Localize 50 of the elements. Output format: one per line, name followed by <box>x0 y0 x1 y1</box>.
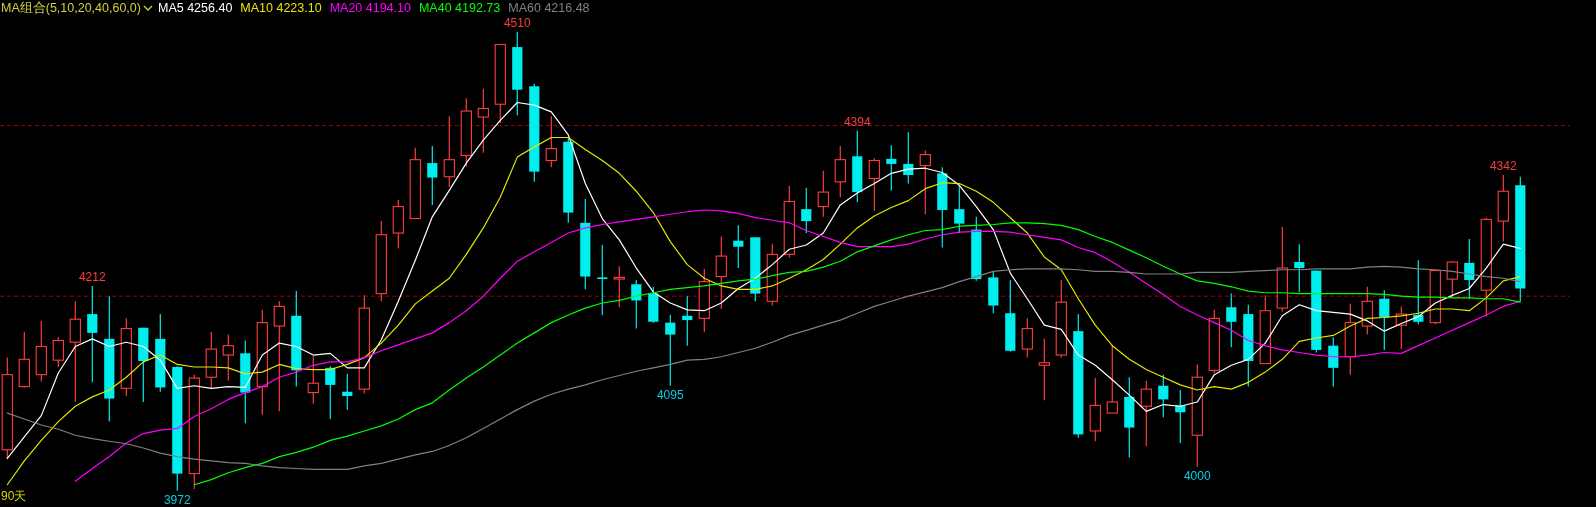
annotation: 4212 <box>78 269 106 284</box>
annotation: 4095 <box>656 387 684 402</box>
text: MA10 4223.10 <box>240 1 322 15</box>
candlestick <box>87 285 98 383</box>
candlestick <box>597 244 608 316</box>
text: MA5 4256.40 <box>157 1 233 15</box>
candlestick <box>733 224 744 269</box>
candlestick <box>817 170 829 218</box>
text: MA40 4192.73 <box>418 1 501 15</box>
annotation: 3972 <box>163 492 191 507</box>
candlestick <box>1158 374 1169 418</box>
candlestick <box>954 184 965 234</box>
candlestick <box>427 145 438 206</box>
candlestick <box>801 187 812 234</box>
candlestick <box>1328 336 1339 388</box>
candlestick <box>443 115 455 188</box>
candlestick <box>886 144 897 191</box>
candlestick <box>682 295 693 347</box>
annotation: 4394 <box>843 114 871 129</box>
candlestick <box>307 355 319 405</box>
candlestick <box>1140 380 1152 447</box>
candlestick <box>1021 317 1033 359</box>
candlestick <box>1446 260 1458 298</box>
annotation: 4510 <box>503 15 531 30</box>
candlestick <box>1294 243 1305 293</box>
candlestick <box>273 300 285 412</box>
candlestick <box>834 145 846 198</box>
candlestick <box>715 235 727 310</box>
chart-title: MA组合(5,10,20,40,60,0) <box>1 1 141 15</box>
candlestick <box>1106 344 1118 414</box>
candlestick <box>613 265 625 308</box>
text: MA60 4216.48 <box>508 1 590 15</box>
candlestick <box>665 314 676 387</box>
candlestick <box>1464 238 1475 300</box>
candlestick <box>868 157 880 212</box>
candlestick <box>919 149 931 215</box>
candlestick <box>477 88 489 154</box>
candlestick <box>1038 338 1050 401</box>
annotation: 4000 <box>1183 468 1211 483</box>
candlestick <box>342 373 353 411</box>
candlestick <box>325 365 336 420</box>
annotation: 4342 <box>1489 159 1517 174</box>
candlestick <box>52 336 64 368</box>
text: MA20 4194.10 <box>329 1 411 15</box>
candlestick <box>69 300 81 403</box>
annotation: 90天 <box>1 489 27 503</box>
candlestick <box>1379 289 1390 351</box>
candlestick <box>222 333 234 382</box>
candlestick <box>545 115 557 168</box>
candlestick <box>1226 293 1237 348</box>
